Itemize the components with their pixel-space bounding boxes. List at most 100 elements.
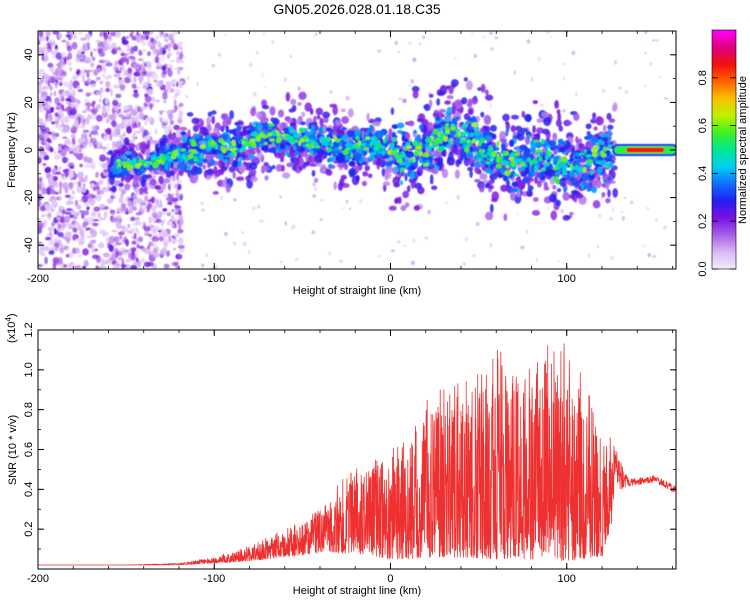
spectrogram-faint-dot xyxy=(644,31,648,35)
spectrogram-ridge-blob xyxy=(308,122,312,129)
spectrogram-halo-blob xyxy=(569,211,574,216)
spectrogram-faint-dot xyxy=(200,201,204,205)
spectrogram-halo-blob xyxy=(336,163,344,168)
spectrogram-halo-blob xyxy=(541,111,550,118)
spectrogram-halo-blob xyxy=(520,127,529,133)
spectrogram-noise-blob xyxy=(85,102,92,107)
spectrogram-noise-blob xyxy=(105,81,111,88)
spectrogram-ridge-blob xyxy=(260,145,268,152)
spectrogram-halo-blob xyxy=(592,112,597,120)
spectrogram-faint-dot xyxy=(597,244,599,249)
spectrogram-core-blob xyxy=(423,152,430,158)
spectrogram-noise-blob xyxy=(49,189,56,195)
spectrogram-core-blob xyxy=(330,142,334,147)
spectrogram-halo-blob xyxy=(229,110,235,120)
spectrogram-halo-blob xyxy=(428,93,434,98)
spectrogram-ridge-blob xyxy=(599,132,605,138)
spectrogram-core-blob xyxy=(192,139,196,145)
spectrogram-core-blob xyxy=(199,144,206,150)
spectrogram-core-blob xyxy=(251,142,256,148)
spectrogram-core-blob xyxy=(396,147,400,151)
spectrogram-noise-blob xyxy=(90,51,93,58)
spectrogram-ridge-blob xyxy=(524,147,531,155)
x-tick-label: -100 xyxy=(203,573,225,585)
spectrogram-noise-blob xyxy=(145,34,149,41)
spectrogram-halo-blob xyxy=(329,103,338,108)
spectrogram-core-blob xyxy=(383,138,387,144)
spectrogram-halo-blob xyxy=(444,100,451,105)
spectrogram-halo-blob xyxy=(593,126,598,131)
spectrogram-noise-blob xyxy=(164,38,169,42)
spectrogram-noise-blob xyxy=(167,63,174,69)
spectrogram-ridge-blob xyxy=(460,148,466,153)
spectrogram-noise-blob xyxy=(74,199,79,207)
spectrogram-ridge-blob xyxy=(210,148,218,155)
spectrogram-halo-blob xyxy=(145,174,153,179)
spectrogram-halo-blob xyxy=(510,190,516,201)
spectrogram-ridge-blob xyxy=(217,153,224,160)
spectrogram-halo-blob xyxy=(138,187,144,195)
spectrogram-ridge-blob xyxy=(338,142,343,146)
x-tick-label: -100 xyxy=(203,273,225,285)
spectrogram-ridge-blob xyxy=(393,167,399,173)
spectrogram-core-blob xyxy=(450,125,456,131)
spectrogram-halo-blob xyxy=(505,121,509,125)
spectrogram-noise-blob xyxy=(49,92,53,97)
spectrogram-core-blob xyxy=(408,158,414,163)
spectrogram-ridge-blob xyxy=(436,115,440,122)
spectrogram-core-blob xyxy=(461,123,468,129)
spectrogram-core-blob xyxy=(576,167,584,173)
spectrogram-noise-blob xyxy=(90,83,97,88)
spectrogram-ridge-blob xyxy=(513,146,519,151)
spectrogram-faint-dot xyxy=(403,244,406,247)
x-tick-label: 0 xyxy=(387,573,393,585)
spectrogram-halo-blob xyxy=(179,126,188,131)
spectrogram-halo-blob xyxy=(222,179,227,188)
spectrogram-noise-blob xyxy=(170,208,176,213)
spectrogram-noise-blob xyxy=(122,252,128,256)
spectrogram-noise-blob xyxy=(56,189,61,193)
spectrogram-noise-blob xyxy=(120,193,124,198)
spectrogram-faint-dot xyxy=(263,33,265,36)
spectrogram-noise-blob xyxy=(171,214,175,220)
spectrogram-halo-blob xyxy=(250,176,258,183)
spectrogram-core-blob xyxy=(323,140,330,147)
spectrogram-halo-blob xyxy=(277,109,285,118)
spectrogram-faint-dot xyxy=(526,39,531,44)
spectrogram-halo-blob xyxy=(186,112,194,117)
spectrogram-noise-blob xyxy=(41,187,47,195)
spectrogram-core-blob xyxy=(415,145,422,150)
spectrogram-halo-blob xyxy=(543,186,550,191)
spectrogram-noise-blob xyxy=(177,237,184,245)
spectrogram-ridge-blob xyxy=(361,161,367,166)
spectrogram-ridge-blob xyxy=(535,141,543,149)
spectrogram-noise-blob xyxy=(106,237,109,245)
spectrogram-halo-blob xyxy=(503,213,508,221)
spectrogram-noise-blob xyxy=(99,52,105,56)
spectrogram-noise-blob xyxy=(47,212,52,218)
spectrogram-noise-blob xyxy=(72,234,76,241)
spectrogram-noise-blob xyxy=(38,68,46,77)
spectrogram-halo-blob xyxy=(158,175,164,185)
spectrogram-core-blob xyxy=(116,164,120,169)
spectrogram-ridge-blob xyxy=(239,157,243,162)
spectrogram-noise-blob xyxy=(115,220,120,226)
spectrogram-halo-blob xyxy=(325,169,333,176)
spectrogram-ridge-blob xyxy=(345,141,353,149)
spectrogram-faint-dot xyxy=(377,49,382,53)
spectrogram-halo-blob xyxy=(225,184,231,193)
spectrogram-noise-blob xyxy=(176,172,179,181)
spectrogram-core-blob xyxy=(561,156,568,162)
spectrogram-noise-blob xyxy=(168,83,172,90)
spectrogram-faint-dot xyxy=(398,97,402,100)
spectrogram-halo-blob xyxy=(500,184,508,192)
spectrogram-noise-blob xyxy=(173,67,180,71)
spectrogram-core-blob xyxy=(478,149,485,153)
spectrogram-core-blob xyxy=(227,140,231,145)
spectrogram-ridge-blob xyxy=(385,134,389,141)
spectrogram-faint-dot xyxy=(359,199,363,204)
spectrogram-core-blob xyxy=(357,140,362,147)
spectrogram-noise-blob xyxy=(91,56,96,62)
spectrogram-noise-blob xyxy=(151,226,158,234)
spectrogram-faint-dot xyxy=(464,237,468,242)
